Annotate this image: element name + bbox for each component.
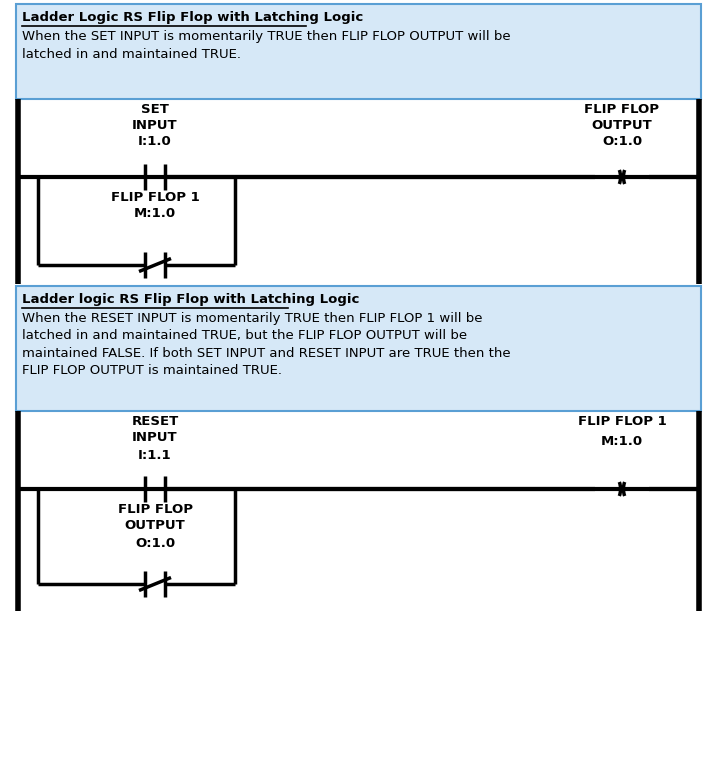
Text: O:1.0: O:1.0 [602,135,642,148]
Text: RESET
INPUT: RESET INPUT [131,415,179,444]
Text: FLIP FLOP
OUTPUT: FLIP FLOP OUTPUT [118,503,192,532]
Text: SET
INPUT: SET INPUT [132,103,178,132]
Text: Ladder logic RS Flip Flop with Latching Logic: Ladder logic RS Flip Flop with Latching … [22,293,359,306]
Text: Ladder Logic RS Flip Flop with Latching Logic: Ladder Logic RS Flip Flop with Latching … [22,11,364,24]
Text: When the SET INPUT is momentarily TRUE then FLIP FLOP OUTPUT will be
latched in : When the SET INPUT is momentarily TRUE t… [22,30,511,61]
Bar [16,286,701,411]
Text: O:1.0: O:1.0 [135,537,175,550]
Bar [16,4,701,99]
Text: I:1.0: I:1.0 [138,135,172,148]
Text: FLIP FLOP 1: FLIP FLOP 1 [578,415,666,428]
Text: I:1.1: I:1.1 [138,449,172,462]
Text: FLIP FLOP
OUTPUT: FLIP FLOP OUTPUT [584,103,660,132]
Text: FLIP FLOP 1
M:1.0: FLIP FLOP 1 M:1.0 [110,191,199,220]
Text: M:1.0: M:1.0 [601,435,643,448]
Text: When the RESET INPUT is momentarily TRUE then FLIP FLOP 1 will be
latched in and: When the RESET INPUT is momentarily TRUE… [22,312,511,378]
